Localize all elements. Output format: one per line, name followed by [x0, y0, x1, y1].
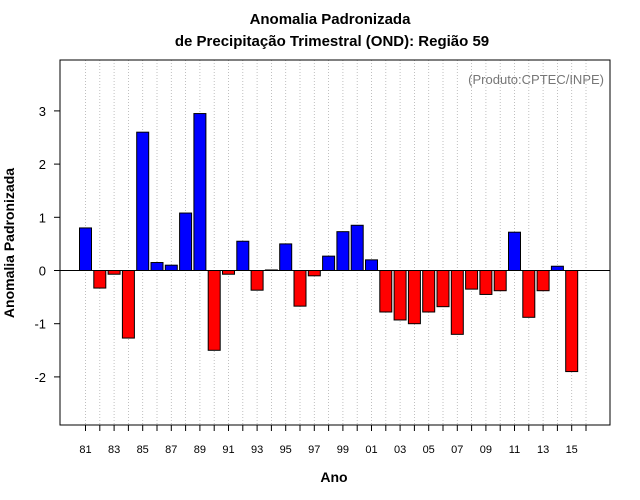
bar-05 — [422, 270, 436, 313]
bar-88 — [179, 212, 193, 272]
bar-93 — [250, 270, 264, 291]
bar-89 — [193, 113, 207, 271]
bar-97 — [307, 270, 321, 277]
x-tick-label: 97 — [308, 444, 320, 456]
y-tick-label: 1 — [39, 210, 46, 225]
x-tick-label: 93 — [251, 444, 263, 456]
y-tick-label: -2 — [34, 370, 46, 385]
x-tick-label: 99 — [337, 444, 349, 456]
bar-01 — [365, 259, 378, 271]
bar-15 — [565, 270, 579, 373]
x-tick-label: 11 — [509, 444, 520, 456]
x-tick-label: 87 — [165, 444, 177, 456]
bar-08 — [465, 270, 479, 290]
bar-07 — [450, 270, 464, 335]
y-axis-label: Anomalia Padronizada — [1, 168, 17, 318]
bar-87 — [164, 264, 178, 271]
bar-11 — [508, 231, 521, 271]
bar-10 — [493, 270, 507, 292]
x-tick-label: 95 — [280, 444, 292, 456]
x-tick-label: 07 — [451, 444, 463, 456]
x-tick-label: 85 — [137, 444, 149, 456]
bar-14 — [550, 265, 564, 271]
y-tick-label: 0 — [39, 264, 46, 279]
bar-84 — [121, 270, 135, 339]
plot-frame — [59, 59, 611, 426]
bar-90 — [207, 270, 221, 351]
source-annotation: (Produto:CPTEC/INPE) — [468, 72, 604, 87]
bar-92 — [236, 240, 250, 272]
bar-82 — [93, 270, 107, 289]
x-tick-label: 81 — [79, 444, 91, 456]
bar-02 — [379, 270, 393, 313]
x-tick-label: 01 — [365, 444, 377, 456]
bar-83 — [107, 270, 121, 275]
chart-title: Anomalia Padronizada — [250, 11, 412, 28]
x-tick-label: 03 — [394, 444, 406, 456]
x-tick-label: 89 — [194, 444, 206, 456]
bar-98 — [322, 255, 336, 271]
x-axis-label: Ano — [320, 469, 347, 485]
x-tick-label: 09 — [480, 444, 492, 456]
x-tick-label: 13 — [537, 444, 549, 456]
x-tick-label: 91 — [222, 444, 234, 456]
bar-04 — [407, 270, 421, 325]
bar-95 — [279, 243, 293, 271]
x-axis: 81 83 85 87 89 91 93 95 97 99 01 03 05 07 09 11 13 15 — [79, 425, 587, 456]
y-tick-label: 3 — [39, 104, 46, 119]
gridlines — [85, 60, 587, 425]
bar-09 — [479, 270, 493, 295]
bar-99 — [336, 231, 350, 271]
bar-81 — [79, 227, 92, 272]
bar-86 — [150, 262, 164, 271]
bar-13 — [536, 270, 550, 292]
y-axis: -2 -1 0 1 2 3 — [34, 104, 60, 385]
bar-12 — [522, 270, 536, 318]
bar-00 — [350, 224, 364, 271]
x-tick-label: 15 — [566, 444, 578, 456]
x-tick-label: 05 — [423, 444, 435, 456]
bar-85 — [136, 131, 150, 271]
chart-subtitle: de Precipitação Trimestral (OND): Região… — [175, 33, 489, 50]
x-tick-label: 83 — [108, 444, 120, 456]
bar-91 — [222, 270, 235, 275]
bar-03 — [393, 270, 407, 321]
y-tick-label: -1 — [34, 317, 46, 332]
bar-06 — [436, 270, 450, 308]
bar-96 — [293, 270, 307, 307]
y-tick-label: 2 — [39, 157, 46, 172]
